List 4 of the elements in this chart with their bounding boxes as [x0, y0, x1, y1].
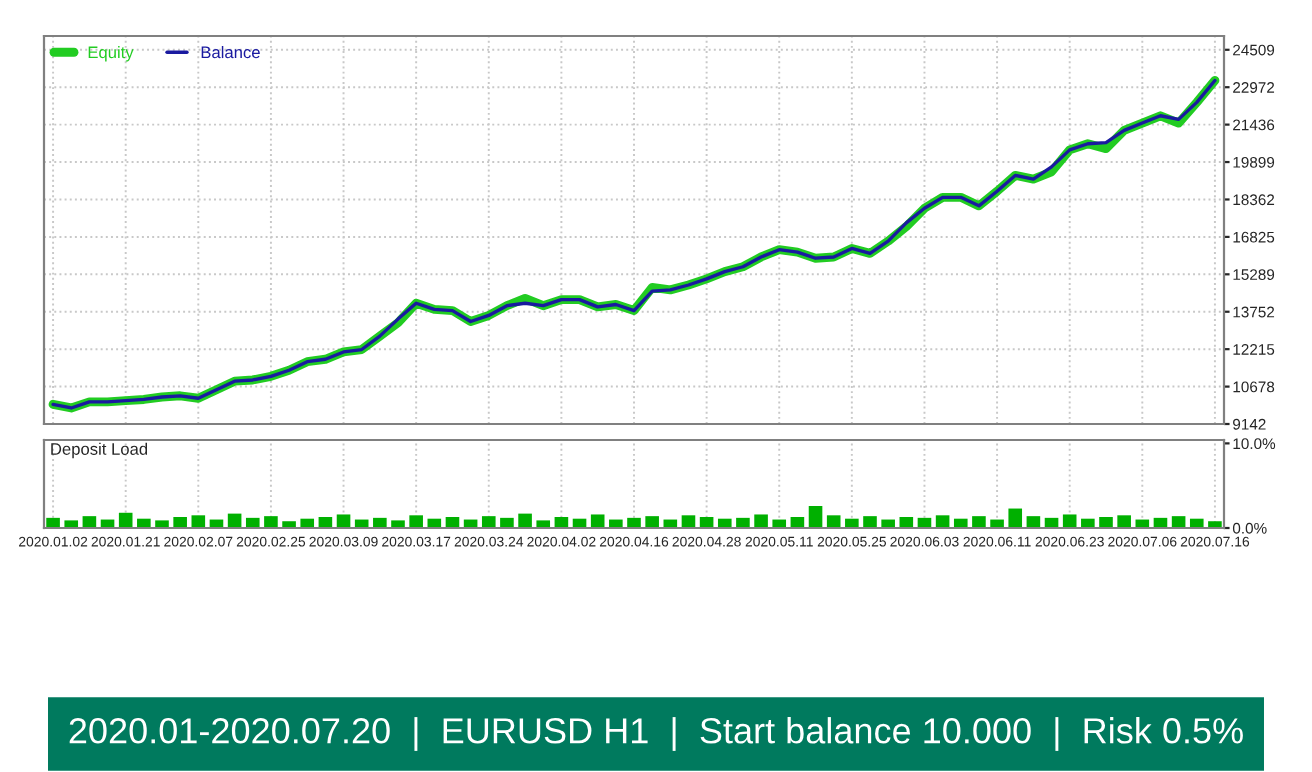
chart-title: Deposit Load	[51, 442, 148, 459]
legend-label: Equity	[88, 46, 134, 62]
text: 2020.01-2020.07.20 | EURUSD H1 | Start balance 10.000 | Risk 0.5%	[69, 717, 1243, 751]
legend-label: Balance	[201, 46, 260, 59]
